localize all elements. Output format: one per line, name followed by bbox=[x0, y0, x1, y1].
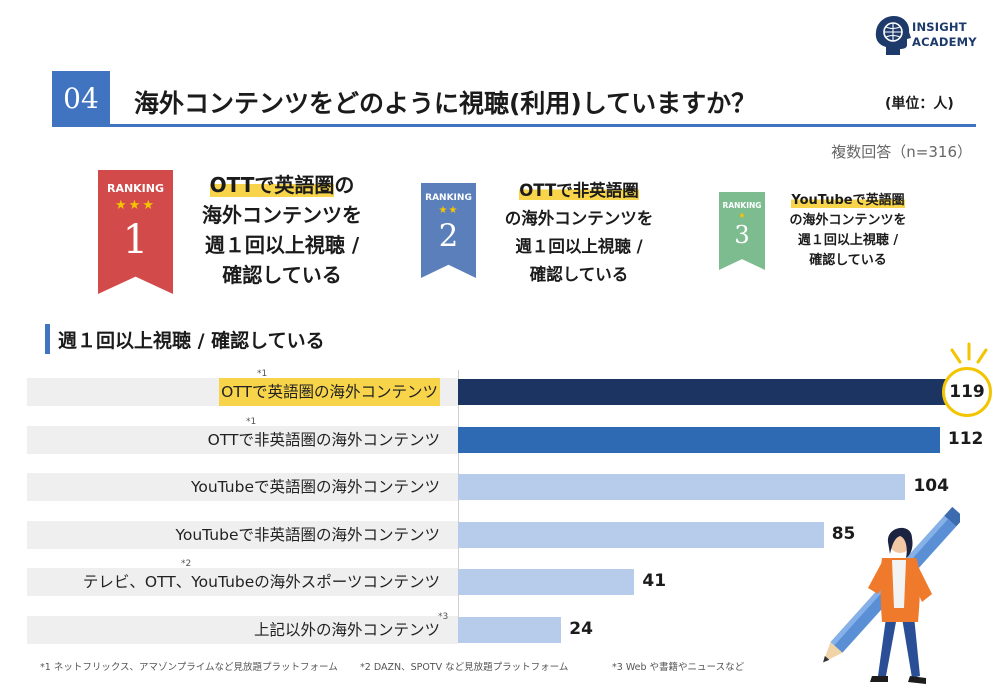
ranking-line-2: の海外コンテンツを bbox=[789, 213, 907, 228]
person-holding-pencil-illustration bbox=[823, 506, 960, 684]
category-row: OTTで非英語圏の海外コンテンツ *1 bbox=[27, 417, 458, 454]
ranking-line-4: 確認している bbox=[222, 263, 342, 287]
ranking-highlight: OTTで英語圏 bbox=[209, 173, 335, 197]
ranking-line-4: 確認している bbox=[529, 265, 629, 284]
category-label: YouTubeで非英語圏の海外コンテンツ bbox=[175, 525, 440, 544]
footnote-1: *1 ネットフリックス、アマゾンプライムなど見放題プラットフォーム bbox=[40, 662, 338, 673]
logo-line-1: INSIGHT bbox=[912, 20, 967, 34]
header-underline bbox=[110, 124, 976, 127]
chart-subtitle: 週１回以上視聴 / 確認している bbox=[58, 330, 325, 352]
category-label: テレビ、OTT、YouTubeの海外スポーツコンテンツ bbox=[82, 573, 440, 591]
brand-logo: INSIGHT ACADEMY bbox=[872, 12, 982, 56]
footnote-marker: *1 bbox=[246, 416, 257, 427]
bar bbox=[458, 426, 940, 453]
chart-axis-line bbox=[458, 370, 459, 640]
ranking-text-part: の bbox=[334, 173, 355, 197]
ranking-3-ribbon: RANKING ★ 3 bbox=[719, 192, 765, 270]
ranking-1-ribbon: RANKING ★★★ 1 bbox=[98, 170, 173, 294]
value-label: 24 bbox=[569, 618, 593, 639]
ranking-line-3: 週１回以上視聴 / bbox=[515, 237, 643, 256]
ranking-line-4: 確認している bbox=[809, 253, 887, 268]
footnote-marker: *1 bbox=[257, 369, 268, 379]
category-label: 上記以外の海外コンテンツ bbox=[253, 620, 440, 639]
bar bbox=[458, 521, 824, 548]
value-label: 85 bbox=[831, 523, 856, 544]
star-icon: ★★ bbox=[438, 205, 459, 216]
category-row: 上記以外の海外コンテンツ *3 bbox=[27, 612, 458, 644]
respondent-count: 複数回答（n=316） bbox=[831, 143, 972, 161]
unit-label: (単位：人) bbox=[885, 96, 954, 112]
ranking-3-text: YouTubeで英語圏 の海外コンテンツを 週１回以上視聴 / 確認している bbox=[768, 191, 928, 271]
top-value-label: 119 bbox=[942, 367, 992, 417]
ranking-label: RANKING bbox=[106, 182, 165, 195]
ranking-line-2: の海外コンテンツを bbox=[504, 209, 654, 228]
footnote-2: *2 DAZN、SPOTV など見放題プラットフォーム bbox=[360, 662, 569, 673]
category-row: OTTで英語圏の海外コンテンツ *1 bbox=[27, 369, 458, 406]
category-label: YouTubeで英語圏の海外コンテンツ bbox=[190, 478, 440, 496]
category-row: YouTubeで非英語圏の海外コンテンツ bbox=[27, 520, 458, 549]
footnote-3: *3 Web や書籍やニュースなど bbox=[612, 662, 745, 673]
value-label: 41 bbox=[642, 571, 667, 591]
category-label: OTTで非英語圏の海外コンテンツ bbox=[207, 430, 440, 449]
value-label: 104 bbox=[913, 476, 949, 496]
ranking-2-text: OTTで非英語圏 の海外コンテンツを 週１回以上視聴 / 確認している bbox=[484, 177, 674, 289]
ranking-label: RANKING bbox=[425, 193, 472, 203]
ranking-line-2: 海外コンテンツを bbox=[202, 203, 362, 227]
bar bbox=[458, 616, 562, 643]
ranking-highlight: OTTで非英語圏 bbox=[519, 181, 639, 200]
value-label: 112 bbox=[947, 428, 984, 449]
ranking-number: 1 bbox=[122, 217, 149, 263]
ranking-line-3: 週１回以上視聴 / bbox=[797, 233, 899, 248]
category-label: OTTで英語圏の海外コンテンツ bbox=[219, 378, 440, 406]
ranking-number: 3 bbox=[734, 221, 750, 249]
bar bbox=[458, 379, 970, 405]
head-profile-icon bbox=[875, 16, 911, 55]
category-row: テレビ、OTT、YouTubeの海外スポーツコンテンツ *2 bbox=[27, 559, 458, 596]
ranking-1-text: OTTで英語圏の 海外コンテンツを 週１回以上視聴 / 確認している bbox=[182, 170, 382, 290]
star-icon: ★★★ bbox=[115, 198, 156, 213]
star-icon: ★ bbox=[738, 211, 746, 220]
ranking-2-ribbon: RANKING ★★ 2 bbox=[421, 183, 476, 278]
footnote-marker: *3 bbox=[438, 611, 449, 622]
ranking-number: 2 bbox=[438, 218, 459, 254]
footnote-marker: *2 bbox=[181, 559, 192, 569]
ranking-label: RANKING bbox=[722, 201, 762, 210]
logo-line-2: ACADEMY bbox=[912, 35, 977, 49]
category-row: YouTubeで英語圏の海外コンテンツ bbox=[27, 473, 458, 501]
bar bbox=[458, 474, 906, 500]
ranking-line-3: 週１回以上視聴 / bbox=[204, 233, 360, 257]
question-number: 04 bbox=[52, 71, 110, 127]
bar bbox=[458, 569, 635, 595]
sparkle-icon bbox=[950, 342, 988, 364]
question-title: 海外コンテンツをどのように視聴(利用)していますか？ bbox=[134, 89, 757, 118]
subtitle-accent-bar bbox=[45, 324, 50, 354]
horizontal-bar-chart: OTTで英語圏の海外コンテンツ *1 119 OTTで非英語圏の海外コンテンツ *1 11… bbox=[0, 367, 1000, 650]
ranking-highlight: YouTubeで英語圏 bbox=[791, 193, 905, 208]
